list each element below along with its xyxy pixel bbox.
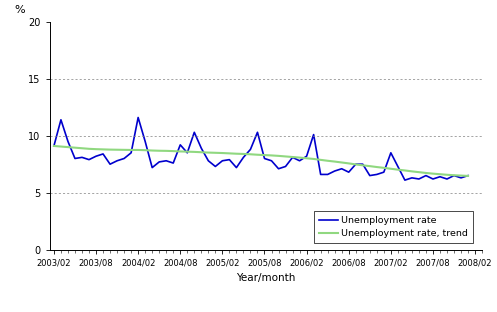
Unemployment rate <box>163 159 169 163</box>
Y-axis label: %: % <box>14 5 25 15</box>
Unemployment rate, trend <box>156 149 162 153</box>
Unemployment rate <box>402 178 408 182</box>
Unemployment rate <box>318 173 324 176</box>
Unemployment rate <box>198 146 204 150</box>
X-axis label: Year/month: Year/month <box>236 273 296 283</box>
Unemployment rate <box>135 116 141 119</box>
Unemployment rate <box>465 174 471 178</box>
Unemployment rate, trend <box>184 150 190 154</box>
Unemployment rate <box>191 130 197 134</box>
Line: Unemployment rate, trend: Unemployment rate, trend <box>54 146 468 176</box>
Line: Unemployment rate: Unemployment rate <box>54 118 468 180</box>
Unemployment rate, trend <box>465 174 471 178</box>
Unemployment rate, trend <box>191 150 197 154</box>
Unemployment rate, trend <box>51 144 57 148</box>
Legend: Unemployment rate, Unemployment rate, trend: Unemployment rate, Unemployment rate, tr… <box>314 211 473 243</box>
Unemployment rate <box>177 143 183 147</box>
Unemployment rate <box>51 144 57 148</box>
Unemployment rate, trend <box>170 149 176 153</box>
Unemployment rate <box>121 157 127 160</box>
Unemployment rate, trend <box>311 157 317 161</box>
Unemployment rate, trend <box>121 148 127 152</box>
